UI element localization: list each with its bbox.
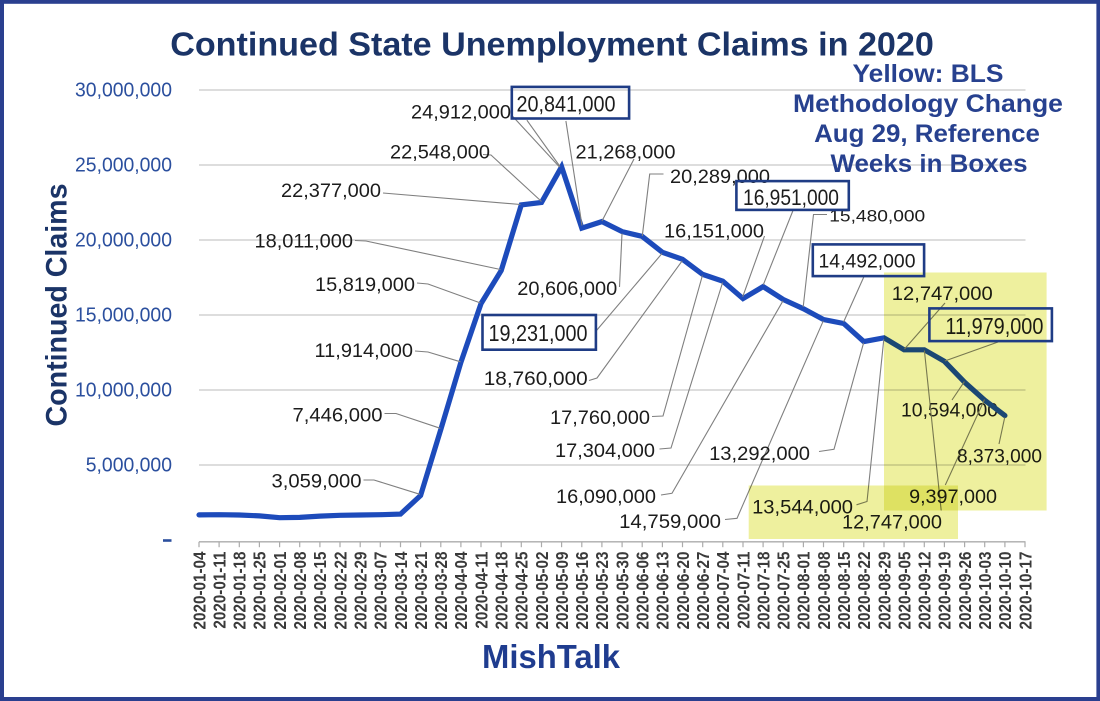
svg-text:Continued State Unemployment C: Continued State Unemployment Claims in 2… bbox=[170, 27, 934, 63]
svg-text:2020-04-18: 2020-04-18 bbox=[491, 552, 512, 630]
svg-text:2020-01-04: 2020-01-04 bbox=[189, 551, 210, 630]
svg-text:2020-09-19: 2020-09-19 bbox=[935, 552, 956, 630]
svg-text:2020-06-20: 2020-06-20 bbox=[673, 552, 694, 630]
svg-text:2020-01-11: 2020-01-11 bbox=[209, 552, 230, 629]
svg-text:2020-05-02: 2020-05-02 bbox=[532, 552, 553, 630]
svg-text:2020-08-01: 2020-08-01 bbox=[794, 552, 815, 630]
svg-text:2020-10-03: 2020-10-03 bbox=[975, 552, 996, 630]
svg-text:14,492,000: 14,492,000 bbox=[819, 252, 916, 273]
svg-text:2020-07-18: 2020-07-18 bbox=[753, 552, 774, 630]
svg-text:15,480,000: 15,480,000 bbox=[829, 206, 925, 225]
svg-text:13,292,000: 13,292,000 bbox=[709, 444, 810, 465]
svg-text:2020-02-15: 2020-02-15 bbox=[310, 552, 331, 630]
svg-text:2020-02-29: 2020-02-29 bbox=[350, 552, 371, 630]
svg-text:11,914,000: 11,914,000 bbox=[315, 340, 414, 361]
svg-text:2020-10-10: 2020-10-10 bbox=[995, 552, 1016, 630]
svg-text:2020-08-15: 2020-08-15 bbox=[834, 552, 855, 630]
svg-text:2020-06-27: 2020-06-27 bbox=[693, 552, 714, 630]
svg-text:30,000,000: 30,000,000 bbox=[75, 79, 172, 101]
svg-text:2020-09-12: 2020-09-12 bbox=[914, 552, 935, 630]
svg-text:Methodology Change: Methodology Change bbox=[793, 91, 1063, 118]
svg-text:2020-04-11: 2020-04-11 bbox=[471, 552, 492, 629]
svg-text:16,951,000: 16,951,000 bbox=[743, 186, 839, 211]
svg-text:2020-07-11: 2020-07-11 bbox=[733, 552, 754, 629]
svg-text:22,548,000: 22,548,000 bbox=[390, 142, 490, 163]
svg-text:2020-05-23: 2020-05-23 bbox=[592, 552, 613, 630]
svg-text:18,011,000: 18,011,000 bbox=[255, 231, 354, 252]
svg-text:2020-09-05: 2020-09-05 bbox=[894, 552, 915, 630]
svg-text:Aug 29, Reference: Aug 29, Reference bbox=[814, 120, 1040, 148]
svg-text:Weeks in Boxes: Weeks in Boxes bbox=[831, 150, 1028, 177]
svg-text:MishTalk: MishTalk bbox=[482, 638, 621, 675]
svg-text:17,304,000: 17,304,000 bbox=[555, 440, 655, 461]
svg-text:5,000,000: 5,000,000 bbox=[86, 454, 172, 476]
svg-text:2020-08-08: 2020-08-08 bbox=[814, 552, 835, 630]
svg-text:2020-07-25: 2020-07-25 bbox=[773, 552, 794, 630]
svg-text:2020-06-13: 2020-06-13 bbox=[653, 552, 674, 630]
svg-text:2020-03-21: 2020-03-21 bbox=[411, 552, 432, 630]
svg-text:20,841,000: 20,841,000 bbox=[517, 93, 616, 117]
svg-text:2020-02-08: 2020-02-08 bbox=[290, 552, 311, 630]
svg-text:2020-01-25: 2020-01-25 bbox=[250, 552, 271, 630]
svg-text:2020-03-07: 2020-03-07 bbox=[370, 552, 391, 630]
svg-text:2020-04-25: 2020-04-25 bbox=[511, 552, 532, 630]
svg-text:2020-09-26: 2020-09-26 bbox=[955, 552, 976, 630]
svg-text:2020-03-28: 2020-03-28 bbox=[431, 552, 452, 630]
svg-text:15,819,000: 15,819,000 bbox=[315, 274, 415, 295]
svg-text:19,231,000: 19,231,000 bbox=[489, 319, 588, 346]
svg-text:2020-02-01: 2020-02-01 bbox=[270, 552, 291, 630]
svg-text:2020-05-16: 2020-05-16 bbox=[572, 552, 593, 630]
svg-text:20,000,000: 20,000,000 bbox=[75, 229, 172, 251]
svg-text:15,000,000: 15,000,000 bbox=[75, 304, 172, 326]
svg-text:16,090,000: 16,090,000 bbox=[556, 486, 656, 507]
svg-text:2020-02-22: 2020-02-22 bbox=[330, 552, 351, 630]
svg-text:2020-05-30: 2020-05-30 bbox=[612, 552, 633, 630]
svg-text:2020-04-04: 2020-04-04 bbox=[451, 551, 472, 630]
svg-text:24,912,000: 24,912,000 bbox=[411, 102, 511, 123]
svg-text:17,760,000: 17,760,000 bbox=[550, 407, 650, 428]
svg-text:2020-06-06: 2020-06-06 bbox=[632, 552, 653, 630]
svg-text:2020-08-29: 2020-08-29 bbox=[874, 552, 895, 630]
svg-text:Yellow: BLS: Yellow: BLS bbox=[853, 61, 1004, 88]
svg-text:2020-05-09: 2020-05-09 bbox=[552, 552, 573, 630]
svg-text:10,000,000: 10,000,000 bbox=[75, 379, 172, 401]
svg-text:2020-01-18: 2020-01-18 bbox=[229, 552, 250, 630]
svg-text:3,059,000: 3,059,000 bbox=[272, 471, 362, 492]
svg-text:22,377,000: 22,377,000 bbox=[281, 180, 381, 201]
svg-text:2020-03-14: 2020-03-14 bbox=[391, 551, 412, 630]
svg-text:25,000,000: 25,000,000 bbox=[75, 154, 172, 176]
svg-text:2020-10-17: 2020-10-17 bbox=[1015, 552, 1036, 630]
svg-text:14,759,000: 14,759,000 bbox=[619, 512, 721, 533]
svg-text:7,446,000: 7,446,000 bbox=[293, 405, 383, 426]
svg-text:2020-08-22: 2020-08-22 bbox=[854, 552, 875, 630]
svg-text:21,268,000: 21,268,000 bbox=[576, 142, 676, 163]
svg-text:Continued Claims: Continued Claims bbox=[40, 184, 74, 427]
svg-text:16,151,000: 16,151,000 bbox=[664, 221, 764, 242]
svg-text:20,289,000: 20,289,000 bbox=[670, 166, 770, 187]
svg-text:20,606,000: 20,606,000 bbox=[517, 278, 617, 299]
svg-text:18,760,000: 18,760,000 bbox=[484, 369, 588, 390]
svg-text:2020-07-04: 2020-07-04 bbox=[713, 551, 734, 630]
